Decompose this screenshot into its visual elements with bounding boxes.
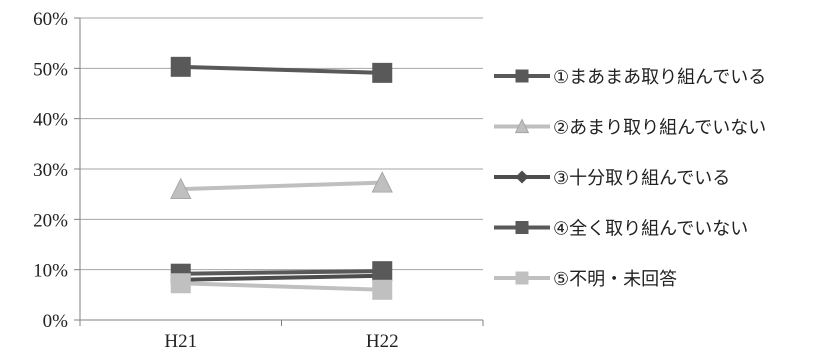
y-tick-label: 30% [33,160,68,181]
data-point [170,273,191,294]
y-tick-label: 60% [33,9,68,30]
y-tick-label: 0% [43,311,69,332]
series-line [180,180,383,192]
data-point [372,261,393,282]
series-line [180,269,383,276]
legend-marker [515,271,529,285]
gridlines [80,17,483,271]
y-tick-label: 40% [33,110,68,131]
legend-item-3: ③十分取り組んでいる [494,168,730,189]
y-tick-label: 10% [33,261,68,282]
data-point [170,177,192,200]
legend-item-1: ①まあまあ取り組んでいる [494,67,766,88]
legend-marker [515,69,529,83]
legend-marker [515,221,529,234]
axes [74,17,484,326]
legend-marker [515,170,529,184]
data-point [371,171,393,193]
x-tick-labels: H21 H22 [164,331,398,352]
legend-label: ④全く取り組んでいない [553,219,748,240]
series-line [180,281,383,292]
x-tick-label: H21 [164,331,197,352]
data-point [170,56,191,77]
y-tick-label: 50% [33,59,68,80]
legend: ①まあまあ取り組んでいる ②あまり取り組んでいない ③十分取り組んでいる ④全く取り組… [494,67,766,290]
series-2 [170,171,393,200]
legend-label: ⑤不明・未回答 [553,269,677,290]
legend-item-2: ②あまり取り組んでいない [494,118,766,139]
series-group [170,56,393,300]
data-point [372,62,393,83]
x-tick-label: H22 [366,331,399,352]
legend-marker [514,118,530,134]
data-point [372,279,393,300]
legend-label: ③十分取り組んでいる [553,168,730,189]
series-1 [170,56,393,83]
series-5 [170,273,393,300]
y-tick-label: 20% [33,210,68,231]
legend-item-5: ⑤不明・未回答 [494,269,677,290]
legend-label: ②あまり取り組んでいない [553,118,766,139]
series-line [180,273,383,282]
series-line [180,64,383,75]
y-tick-labels: 0% 10% 20% 30% 40% 50% 60% [33,9,68,332]
legend-item-4: ④全く取り組んでいない [494,219,748,240]
legend-label: ①まあまあ取り組んでいる [553,67,766,88]
